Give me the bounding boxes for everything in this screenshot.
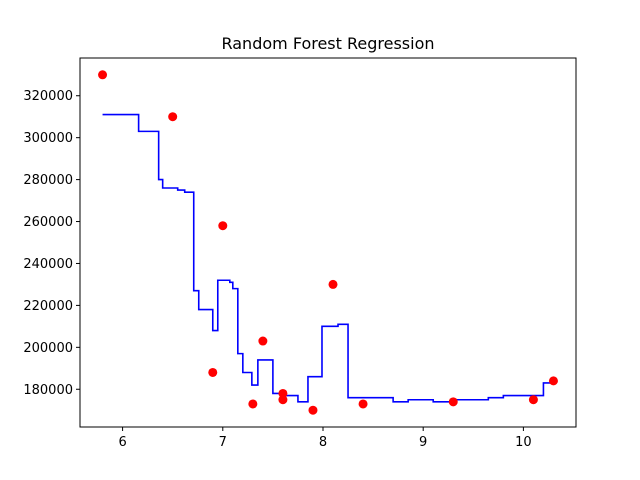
data-point <box>258 336 268 346</box>
x-tick-label: 7 <box>219 435 227 450</box>
data-point <box>548 376 558 386</box>
y-tick-label: 260000 <box>23 215 73 230</box>
data-point <box>168 112 178 122</box>
data-point <box>98 70 108 80</box>
prediction-line <box>102 113 554 403</box>
x-tick-label: 9 <box>419 435 427 450</box>
y-tick-label: 280000 <box>23 173 73 188</box>
data-point <box>278 388 288 398</box>
y-tick-label: 320000 <box>23 89 73 104</box>
x-tick-label: 6 <box>118 435 126 450</box>
x-tick-label: 8 <box>319 435 327 450</box>
data-point <box>448 397 458 407</box>
y-tick-label: 300000 <box>23 131 73 146</box>
chart-title: Random Forest Regression <box>221 34 434 53</box>
data-point <box>248 399 258 409</box>
data-point <box>528 395 538 405</box>
y-tick-label: 220000 <box>23 299 73 314</box>
x-tick-label: 10 <box>515 435 532 450</box>
data-point <box>218 221 228 231</box>
data-point <box>308 405 318 415</box>
y-tick-label: 240000 <box>23 257 73 272</box>
data-point <box>208 367 218 377</box>
data-point <box>328 279 338 289</box>
data-point <box>358 399 368 409</box>
plot-frame <box>79 57 577 428</box>
y-tick-label: 200000 <box>23 341 73 356</box>
data-point <box>278 395 288 405</box>
y-tick-label: 180000 <box>23 383 73 398</box>
